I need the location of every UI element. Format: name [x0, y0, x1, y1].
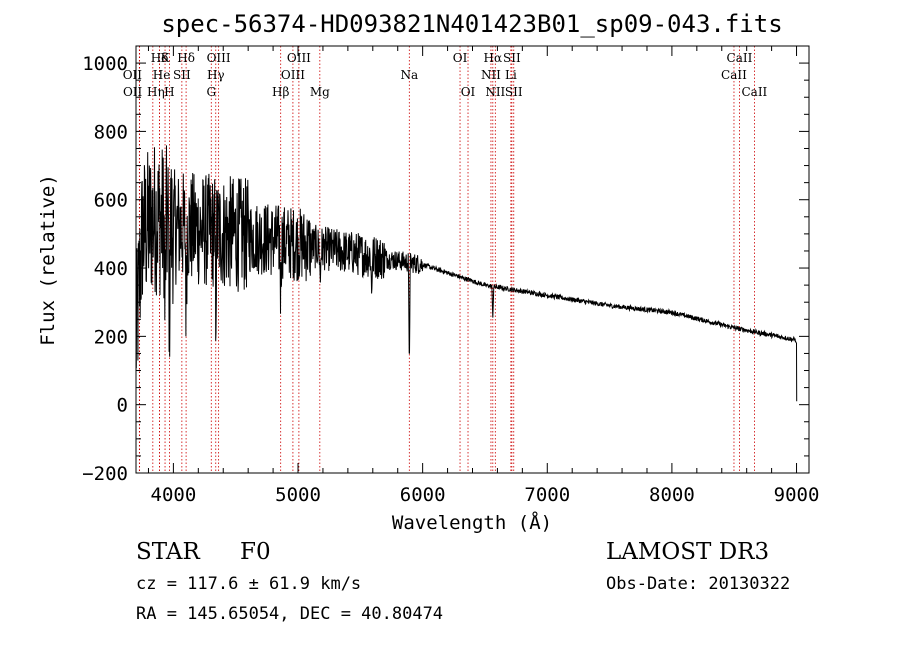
- line-label-9: OII: [123, 68, 143, 82]
- line-label-2: Hδ: [177, 51, 195, 65]
- line-label-19: Hη: [147, 85, 165, 99]
- line-label-20: H: [164, 85, 174, 99]
- survey-name: LAMOST DR3: [606, 539, 769, 565]
- y-axis: −200 0 200 400 600 800 1000: [82, 45, 809, 485]
- y-axis-label: Flux (relative): [37, 174, 59, 346]
- line-label-15: NII: [481, 68, 501, 82]
- chart-title: spec-56374-HD093821N401423B01_sp09-043.f…: [161, 10, 782, 38]
- y-tick-label-1: 0: [117, 395, 128, 417]
- x-tick-label-4: 8000: [649, 484, 695, 506]
- x-tick-label-2: 6000: [400, 484, 446, 506]
- line-label-3: OIII: [207, 51, 231, 65]
- line-label-10: He: [153, 68, 171, 82]
- y-tick-label-3: 400: [94, 258, 128, 280]
- x-tick-label-3: 7000: [524, 484, 570, 506]
- line-label-7: SII: [503, 51, 521, 65]
- line-label-24: OI: [461, 85, 476, 99]
- object-subclass: F0: [240, 539, 271, 565]
- y-tick-label-6: 1000: [82, 53, 128, 75]
- line-label-16: Li: [505, 68, 517, 82]
- line-label-23: Mg: [310, 85, 330, 99]
- line-label-22: Hβ: [272, 85, 289, 99]
- spectrum-series-line: [135, 145, 798, 402]
- x-axis: 4000 5000 6000 7000 8000 9000: [147, 46, 820, 506]
- line-label-8: CaII: [727, 51, 753, 65]
- y-tick-label-5: 800: [94, 121, 128, 143]
- line-label-4: OIII: [287, 51, 311, 65]
- y-tick-label-2: 200: [94, 326, 128, 348]
- observation-date: Obs-Date: 20130322: [606, 574, 790, 594]
- line-label-11: SII: [173, 68, 191, 82]
- redshift-value: cz = 117.6 ± 61.9 km/s: [136, 574, 361, 594]
- line-label-5: OI: [453, 51, 468, 65]
- line-label-1: K: [161, 51, 171, 65]
- x-tick-label-1: 5000: [275, 484, 321, 506]
- coordinates: RA = 145.65054, DEC = 40.80474: [136, 604, 443, 624]
- x-axis-label: Wavelength (Å): [392, 511, 552, 534]
- line-label-26: SII: [505, 85, 523, 99]
- line-label-17: CaII: [721, 68, 747, 82]
- line-label-6: Hα: [484, 51, 503, 65]
- line-label-12: Hγ: [207, 68, 225, 82]
- object-type: STAR: [136, 539, 200, 565]
- line-label-27: CaII: [741, 85, 767, 99]
- line-label-18: OII: [123, 85, 143, 99]
- x-tick-label-5: 9000: [774, 484, 820, 506]
- line-label-13: OIII: [281, 68, 305, 82]
- y-tick-label-0: −200: [82, 463, 128, 485]
- y-tick-label-4: 600: [94, 190, 128, 212]
- line-label-14: Na: [400, 68, 418, 82]
- line-label-0: Hδ: [151, 51, 169, 65]
- line-label-21: G: [206, 85, 216, 99]
- x-tick-label-0: 4000: [151, 484, 197, 506]
- line-label-25: NII: [485, 85, 505, 99]
